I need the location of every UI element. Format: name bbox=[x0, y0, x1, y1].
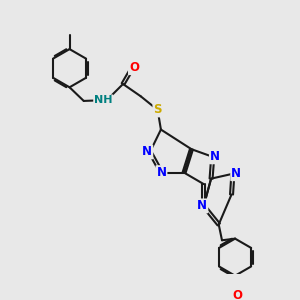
Text: NH: NH bbox=[94, 95, 112, 105]
Text: N: N bbox=[210, 150, 220, 163]
Text: O: O bbox=[129, 61, 139, 74]
Text: S: S bbox=[153, 103, 162, 116]
Text: O: O bbox=[233, 289, 243, 300]
Text: N: N bbox=[142, 146, 152, 158]
Text: N: N bbox=[231, 167, 241, 180]
Text: N: N bbox=[197, 200, 207, 212]
Text: N: N bbox=[157, 166, 166, 179]
